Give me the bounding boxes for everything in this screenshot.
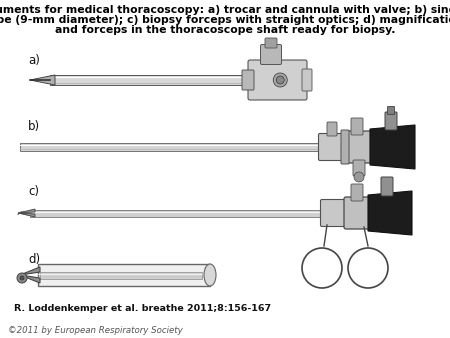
FancyBboxPatch shape bbox=[344, 197, 374, 229]
FancyBboxPatch shape bbox=[344, 131, 376, 163]
Circle shape bbox=[17, 273, 27, 283]
FancyBboxPatch shape bbox=[248, 60, 307, 100]
FancyBboxPatch shape bbox=[261, 45, 282, 65]
FancyBboxPatch shape bbox=[302, 69, 312, 91]
Text: b): b) bbox=[28, 120, 40, 133]
Polygon shape bbox=[370, 125, 415, 169]
FancyBboxPatch shape bbox=[50, 75, 250, 85]
FancyBboxPatch shape bbox=[381, 177, 393, 196]
Circle shape bbox=[273, 73, 287, 87]
Polygon shape bbox=[30, 75, 55, 85]
FancyBboxPatch shape bbox=[319, 134, 351, 161]
FancyBboxPatch shape bbox=[242, 70, 254, 90]
Polygon shape bbox=[20, 267, 40, 275]
Text: R. Loddenkemper et al. breathe 2011;8:156-167: R. Loddenkemper et al. breathe 2011;8:15… bbox=[14, 304, 271, 313]
Text: d): d) bbox=[28, 253, 40, 266]
FancyBboxPatch shape bbox=[265, 38, 277, 48]
FancyBboxPatch shape bbox=[20, 143, 330, 151]
FancyBboxPatch shape bbox=[30, 210, 330, 217]
Circle shape bbox=[354, 172, 364, 182]
FancyBboxPatch shape bbox=[351, 184, 363, 201]
Circle shape bbox=[20, 276, 24, 280]
FancyBboxPatch shape bbox=[40, 271, 202, 279]
Text: thoracoscope (9-mm diameter); c) biopsy forceps with straight optics; d) magnifi: thoracoscope (9-mm diameter); c) biopsy … bbox=[0, 15, 450, 25]
Text: Rigid instruments for medical thoracoscopy: a) trocar and cannula with valve; b): Rigid instruments for medical thoracosco… bbox=[0, 5, 450, 15]
Text: ©2011 by European Respiratory Society: ©2011 by European Respiratory Society bbox=[8, 326, 183, 335]
FancyBboxPatch shape bbox=[320, 199, 351, 226]
FancyBboxPatch shape bbox=[387, 106, 395, 115]
Polygon shape bbox=[18, 213, 35, 217]
Polygon shape bbox=[20, 275, 40, 283]
FancyBboxPatch shape bbox=[38, 264, 210, 286]
Text: a): a) bbox=[28, 54, 40, 67]
FancyBboxPatch shape bbox=[385, 112, 397, 130]
Polygon shape bbox=[368, 191, 412, 235]
Polygon shape bbox=[18, 209, 35, 213]
Ellipse shape bbox=[204, 264, 216, 286]
FancyBboxPatch shape bbox=[327, 122, 337, 136]
FancyBboxPatch shape bbox=[351, 118, 363, 135]
FancyBboxPatch shape bbox=[353, 160, 365, 176]
Circle shape bbox=[276, 76, 284, 84]
FancyBboxPatch shape bbox=[341, 130, 349, 164]
Text: and forceps in the thoracoscope shaft ready for biopsy.: and forceps in the thoracoscope shaft re… bbox=[55, 25, 395, 35]
Text: c): c) bbox=[28, 185, 39, 198]
